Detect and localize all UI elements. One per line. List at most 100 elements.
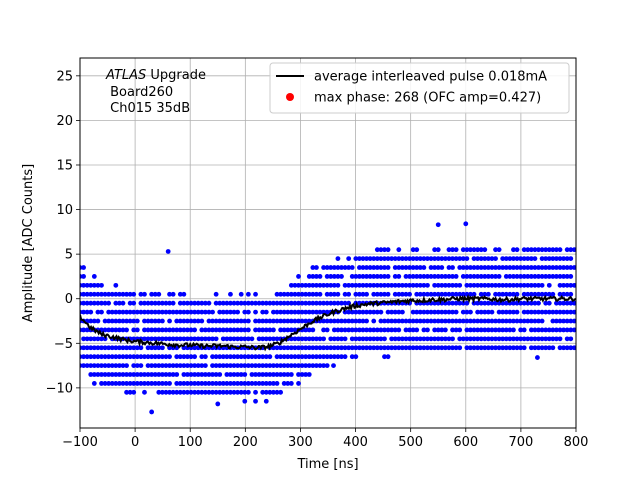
sample-point: [281, 372, 287, 377]
sample-point: [425, 274, 430, 279]
sample-point: [503, 265, 509, 270]
sample-point: [360, 345, 366, 351]
sample-point: [174, 336, 180, 342]
sample-point: [249, 336, 255, 342]
sample-point: [185, 381, 190, 386]
sample-point: [378, 318, 384, 324]
sample-point: [500, 265, 506, 270]
sample-point: [442, 309, 448, 315]
sample-point: [131, 372, 137, 377]
sample-point: [199, 327, 205, 333]
sample-point: [374, 336, 380, 342]
sample-point: [471, 327, 477, 333]
sample-point: [410, 256, 416, 262]
sample-point: [371, 336, 377, 342]
sample-point: [328, 354, 334, 360]
sample-point: [432, 247, 438, 253]
sample-point: [417, 282, 423, 288]
sample-point: [521, 274, 527, 279]
sample-point: [235, 389, 241, 395]
sample-point: [511, 274, 516, 279]
sample-point: [514, 247, 520, 253]
sample-point: [324, 327, 330, 333]
sample-point: [310, 336, 316, 342]
sample-point: [324, 354, 330, 360]
sample-point: [228, 291, 233, 297]
sample-point: [314, 265, 319, 270]
sample-point: [288, 336, 294, 342]
sample-point: [568, 274, 574, 279]
sample-point: [496, 327, 502, 333]
sample-point: [95, 372, 101, 377]
x-tick-label: 800: [564, 435, 589, 450]
sample-point: [331, 265, 337, 270]
sample-point: [113, 372, 119, 377]
sample-point: [138, 345, 144, 351]
sample-point: [389, 327, 395, 333]
sample-point: [127, 345, 133, 351]
sample-point: [371, 327, 377, 333]
sample-point: [536, 300, 541, 306]
sample-point: [199, 309, 205, 315]
sample-point: [432, 336, 438, 342]
sample-point: [331, 318, 337, 324]
sample-point: [435, 345, 441, 351]
sample-point: [249, 363, 255, 368]
sample-point: [163, 372, 169, 377]
sample-point: [450, 291, 455, 297]
sample-point: [503, 318, 509, 324]
sample-point: [364, 318, 369, 324]
sample-point: [213, 291, 219, 297]
sample-point: [306, 345, 312, 351]
sample-point: [263, 327, 269, 333]
sample-point: [159, 336, 165, 342]
sample-point: [496, 318, 502, 324]
sample-point: [306, 300, 312, 306]
sample-point: [109, 327, 115, 333]
sample-point: [518, 274, 524, 279]
sample-point: [106, 327, 112, 333]
sample-point: [299, 336, 305, 342]
sample-point: [453, 247, 459, 253]
sample-point: [532, 256, 538, 262]
annotation-line-1: ATLAS Upgrade: [105, 68, 206, 83]
sample-point: [292, 300, 298, 306]
sample-point: [378, 282, 384, 288]
sample-point: [224, 354, 230, 360]
sample-point: [149, 300, 155, 306]
sample-point: [131, 389, 137, 395]
sample-point: [482, 265, 488, 270]
sample-point: [296, 300, 301, 306]
sample-point: [521, 256, 527, 262]
x-tick-label: 400: [343, 435, 368, 450]
sample-point: [185, 354, 190, 360]
sample-point: [514, 309, 520, 315]
sample-point: [435, 309, 441, 315]
sample-point: [202, 381, 208, 386]
sample-point: [392, 309, 398, 315]
sample-point: [199, 354, 205, 360]
sample-point: [500, 327, 506, 333]
sample-point: [253, 327, 258, 333]
sample-point: [199, 300, 205, 306]
sample-point: [84, 327, 90, 333]
sample-point: [331, 354, 337, 360]
sample-point: [242, 372, 248, 377]
sample-point: [95, 291, 101, 297]
sample-point: [439, 256, 445, 262]
sample-point: [446, 318, 452, 324]
sample-point: [127, 381, 133, 386]
sample-point: [131, 300, 137, 306]
sample-point: [485, 274, 491, 279]
sample-point: [450, 318, 455, 324]
sample-point: [528, 274, 534, 279]
sample-point: [521, 247, 527, 253]
sample-point: [124, 327, 129, 333]
sample-point: [546, 274, 552, 279]
sample-point: [453, 345, 459, 351]
sample-point: [285, 327, 291, 333]
sample-point: [285, 363, 291, 368]
sample-point: [220, 354, 226, 360]
sample-point: [564, 336, 570, 342]
sample-point: [442, 345, 448, 351]
